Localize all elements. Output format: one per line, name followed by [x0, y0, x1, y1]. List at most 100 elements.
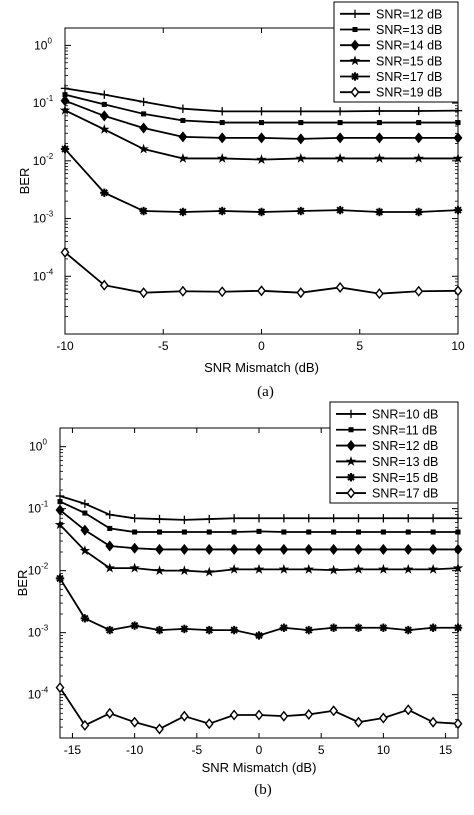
data-point: [130, 542, 140, 554]
data-point: [303, 563, 314, 574]
legend-marker: [346, 409, 356, 419]
data-point: [228, 563, 240, 574]
figure-caption: (a): [257, 384, 274, 400]
data-point: [403, 704, 413, 716]
data-point: [329, 514, 338, 523]
data-point: [206, 529, 212, 535]
chart-a: -10 -5 0 5 10 100 10-1 10-2 10-3 10-4 SNR Mismatch…: [17, 1, 465, 400]
data-point: [218, 206, 227, 216]
data-point: [55, 574, 65, 583]
data-point: [304, 543, 314, 555]
data-point: [254, 631, 264, 640]
x-tick-label: 0: [258, 339, 265, 353]
data-point: [204, 566, 215, 577]
data-point: [154, 565, 165, 576]
x-tick-label: 10: [377, 743, 391, 757]
data-point: [204, 543, 214, 555]
legend-label: SNR=17 dB: [376, 70, 442, 84]
data-point: [105, 540, 115, 552]
data-point: [229, 625, 239, 635]
data-point: [296, 133, 306, 145]
data-point: [452, 152, 464, 163]
data-point: [414, 106, 423, 116]
y-tick-label: 10-3: [33, 210, 54, 226]
data-point: [254, 543, 264, 555]
data-point: [295, 152, 306, 163]
data-point: [380, 529, 386, 535]
data-point: [54, 519, 66, 530]
legend-marker: [348, 427, 354, 433]
data-point: [335, 205, 345, 215]
legend-label: SNR=10 dB: [372, 407, 438, 421]
data-point: [414, 285, 424, 297]
y-axis-label: BER: [15, 570, 30, 597]
legend-label: SNR=12 dB: [372, 439, 438, 453]
legend-marker: [349, 55, 361, 66]
data-point: [99, 110, 109, 122]
data-point: [179, 565, 190, 576]
data-point: [258, 120, 265, 126]
data-point: [60, 246, 70, 258]
data-point: [374, 288, 384, 300]
data-point: [231, 529, 237, 535]
data-point: [354, 543, 363, 555]
data-point: [105, 625, 114, 635]
data-point: [99, 279, 109, 291]
legend-marker: [346, 487, 356, 499]
data-point: [205, 514, 214, 524]
data-point: [180, 624, 189, 634]
data-point: [334, 152, 346, 163]
data-point: [376, 120, 382, 126]
x-axis-label: SNR Mismatch (dB): [204, 360, 319, 375]
data-point: [337, 120, 343, 126]
y-tick-label: 10-2: [33, 152, 54, 168]
data-point: [257, 107, 266, 116]
data-point: [413, 152, 424, 163]
data-point: [353, 563, 364, 574]
legend-marker: [352, 26, 358, 33]
legend: [329, 401, 459, 504]
data-point: [335, 107, 345, 116]
data-point: [375, 207, 384, 217]
data-point: [455, 529, 461, 535]
data-point: [329, 543, 339, 555]
data-point: [354, 514, 363, 523]
data-point: [100, 90, 109, 99]
data-point: [354, 716, 363, 728]
data-point: [217, 152, 228, 163]
y-axis-label: BER: [17, 168, 32, 195]
data-point: [403, 543, 413, 555]
data-point: [306, 529, 312, 535]
data-point: [279, 514, 289, 523]
data-point: [139, 206, 148, 216]
data-point: [403, 563, 414, 574]
data-point: [130, 621, 139, 630]
data-point: [279, 623, 289, 632]
legend-label: SNR=13 dB: [376, 23, 442, 37]
data-point: [80, 524, 90, 536]
y-tick-label: 10-1: [28, 500, 49, 516]
data-point: [99, 123, 110, 134]
data-point: [155, 543, 164, 555]
data-point: [205, 625, 214, 635]
data-point: [178, 131, 188, 143]
data-point: [217, 286, 227, 298]
data-point: [254, 709, 264, 721]
data-point: [178, 104, 188, 113]
data-point: [304, 625, 313, 635]
data-point: [155, 514, 164, 524]
data-point: [416, 120, 422, 126]
data-point: [453, 285, 463, 297]
data-point: [156, 529, 163, 535]
data-point: [257, 285, 266, 297]
data-point: [59, 104, 71, 115]
data-point: [181, 529, 187, 535]
y-tick-label: 10-4: [33, 267, 54, 283]
legend-label: SNR=15 dB: [372, 471, 438, 485]
data-point: [55, 491, 65, 501]
data-point: [335, 281, 345, 293]
data-point: [256, 154, 267, 165]
data-point: [405, 529, 411, 535]
data-point: [60, 95, 70, 107]
